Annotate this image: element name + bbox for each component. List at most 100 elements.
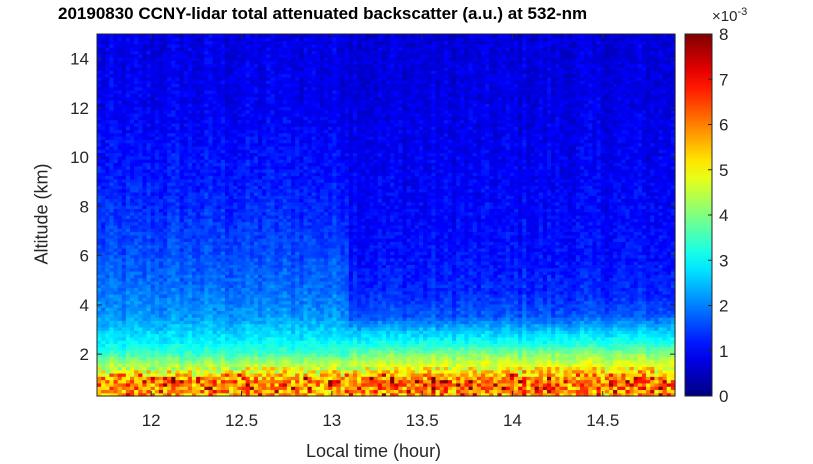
heatmap-cell (200, 356, 205, 361)
heatmap-cell (171, 280, 177, 285)
heatmap-cell (113, 43, 119, 48)
heatmap-cell (158, 162, 164, 167)
heatmap-cell (167, 211, 172, 216)
heatmap-cell (125, 287, 131, 292)
heatmap-cell (179, 201, 185, 206)
heatmap-cell (113, 76, 119, 81)
heatmap-cell (175, 353, 181, 358)
heatmap-cell (121, 323, 127, 328)
heatmap-cell (125, 182, 131, 186)
heatmap-cell (117, 132, 123, 137)
heatmap-cell (150, 274, 156, 279)
heatmap-cell (142, 99, 148, 104)
heatmap-cell (117, 228, 123, 233)
heatmap-cell (191, 60, 197, 65)
heatmap-cell (167, 129, 172, 134)
heatmap-cell (146, 310, 152, 315)
heatmap-cell (171, 116, 177, 121)
heatmap-cell (125, 63, 131, 68)
heatmap-cell (183, 63, 189, 68)
heatmap-cell (187, 116, 193, 121)
heatmap-cell (187, 175, 193, 180)
heatmap-cell (125, 297, 131, 302)
heatmap-cell (253, 34, 259, 38)
heatmap-cell (196, 165, 201, 170)
heatmap-cell (200, 89, 205, 94)
heatmap-cell (109, 330, 115, 335)
heatmap-cell (146, 224, 152, 229)
heatmap-cell (175, 349, 181, 354)
heatmap-cell (187, 376, 193, 381)
heatmap-cell (175, 372, 181, 377)
heatmap-cell (138, 349, 144, 354)
heatmap-cell (175, 277, 181, 282)
heatmap-cell (130, 386, 135, 391)
heatmap-cell (105, 300, 110, 305)
heatmap-cell (196, 379, 201, 384)
heatmap-cell (171, 191, 177, 196)
heatmap-cell (163, 303, 168, 308)
heatmap-cell (191, 162, 197, 167)
heatmap-cell (117, 343, 123, 348)
heatmap-cell (183, 340, 189, 344)
heatmap-cell (179, 168, 185, 173)
heatmap-cell (105, 129, 110, 134)
heatmap-cell (101, 47, 106, 52)
heatmap-cell (134, 356, 139, 361)
heatmap-cell (109, 152, 115, 157)
heatmap-cell (150, 346, 156, 351)
heatmap-cell (183, 277, 189, 282)
heatmap-cell (130, 211, 135, 216)
heatmap-cell (154, 116, 160, 121)
heatmap-cell (158, 76, 164, 81)
heatmap-cell (154, 195, 160, 200)
heatmap-cell (138, 208, 144, 213)
heatmap-cell (158, 112, 164, 117)
heatmap-cell (196, 369, 201, 374)
heatmap-cell (109, 93, 115, 98)
heatmap-cell (105, 126, 110, 131)
heatmap-cell (130, 112, 135, 117)
heatmap-cell (175, 195, 181, 200)
heatmap-cell (167, 369, 172, 374)
heatmap-cell (200, 363, 205, 367)
heatmap-cell (171, 162, 177, 167)
heatmap-cell (105, 43, 110, 48)
heatmap-cell (183, 145, 189, 150)
heatmap-cell (196, 257, 201, 262)
heatmap-cell (125, 284, 131, 288)
heatmap-cell (154, 224, 160, 229)
heatmap-cell (138, 303, 144, 308)
heatmap-cell (101, 218, 106, 223)
heatmap-cell (191, 182, 197, 186)
heatmap-cell (150, 277, 156, 282)
heatmap-cell (175, 359, 181, 364)
heatmap-cell (101, 284, 106, 288)
heatmap-cell (142, 47, 148, 52)
heatmap-cell (101, 172, 106, 177)
heatmap-cell (154, 293, 160, 298)
heatmap-cell (134, 343, 139, 348)
heatmap-cell (163, 363, 168, 367)
heatmap-cell (134, 330, 139, 335)
heatmap-cell (142, 376, 148, 381)
heatmap-cell (196, 172, 201, 177)
heatmap-cell (113, 317, 119, 321)
heatmap-cell (97, 76, 102, 81)
heatmap-cell (183, 372, 189, 377)
heatmap-cell (130, 267, 135, 272)
heatmap-cell (171, 303, 177, 308)
heatmap-cell (109, 122, 115, 127)
heatmap-cell (130, 66, 135, 71)
heatmap-cell (117, 63, 123, 68)
heatmap-cell (97, 340, 102, 344)
heatmap-cell (200, 165, 205, 170)
heatmap-cell (175, 290, 181, 295)
heatmap-cell (167, 80, 172, 84)
heatmap-cell (196, 297, 201, 302)
heatmap-cell (130, 126, 135, 131)
heatmap-cell (171, 57, 177, 61)
heatmap-cell (167, 119, 172, 124)
heatmap-cell (187, 40, 193, 45)
heatmap-cell (200, 106, 205, 111)
